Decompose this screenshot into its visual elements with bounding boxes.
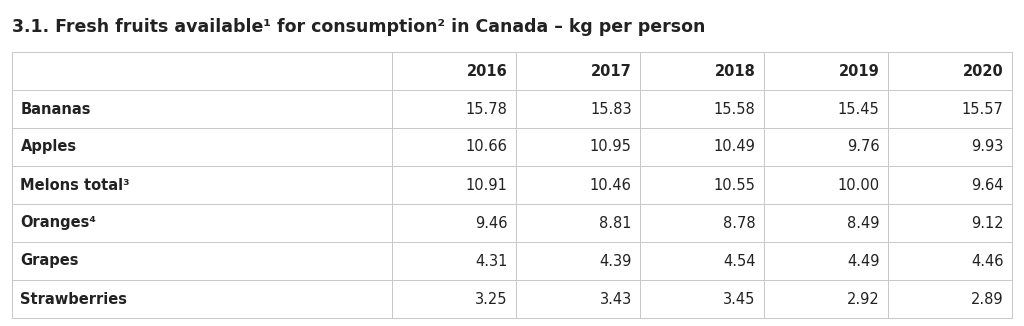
Text: 9.12: 9.12 — [971, 215, 1004, 230]
Text: 8.78: 8.78 — [723, 215, 756, 230]
Text: 15.83: 15.83 — [590, 101, 632, 116]
Text: 2017: 2017 — [591, 64, 632, 79]
Text: 15.58: 15.58 — [714, 101, 756, 116]
Text: 9.46: 9.46 — [475, 215, 508, 230]
Text: 10.46: 10.46 — [590, 177, 632, 192]
Text: 2018: 2018 — [715, 64, 756, 79]
Text: Strawberries: Strawberries — [20, 291, 127, 306]
Text: 15.57: 15.57 — [962, 101, 1004, 116]
Text: 4.54: 4.54 — [723, 254, 756, 269]
Text: 2019: 2019 — [839, 64, 880, 79]
Text: 10.95: 10.95 — [590, 140, 632, 155]
Text: Apples: Apples — [20, 140, 77, 155]
Text: 10.55: 10.55 — [714, 177, 756, 192]
Text: 8.81: 8.81 — [599, 215, 632, 230]
Text: 15.45: 15.45 — [838, 101, 880, 116]
Text: 3.43: 3.43 — [599, 291, 632, 306]
Text: 10.49: 10.49 — [714, 140, 756, 155]
Text: 10.00: 10.00 — [838, 177, 880, 192]
Text: 3.25: 3.25 — [475, 291, 508, 306]
Text: 2016: 2016 — [467, 64, 508, 79]
Text: 10.66: 10.66 — [466, 140, 508, 155]
Text: 4.46: 4.46 — [971, 254, 1004, 269]
Text: 15.78: 15.78 — [466, 101, 508, 116]
Text: Bananas: Bananas — [20, 101, 91, 116]
Text: 3.1. Fresh fruits available¹ for consumption² in Canada – kg per person: 3.1. Fresh fruits available¹ for consump… — [12, 18, 706, 36]
Text: Melons total³: Melons total³ — [20, 177, 130, 192]
Text: 4.49: 4.49 — [847, 254, 880, 269]
Text: 9.93: 9.93 — [971, 140, 1004, 155]
Text: Oranges⁴: Oranges⁴ — [20, 215, 96, 230]
Text: 3.45: 3.45 — [723, 291, 756, 306]
Text: Grapes: Grapes — [20, 254, 79, 269]
Text: 4.31: 4.31 — [475, 254, 508, 269]
Text: 8.49: 8.49 — [847, 215, 880, 230]
Text: 4.39: 4.39 — [599, 254, 632, 269]
Text: 2020: 2020 — [963, 64, 1004, 79]
Text: 9.64: 9.64 — [971, 177, 1004, 192]
Text: 9.76: 9.76 — [847, 140, 880, 155]
Text: 2.92: 2.92 — [847, 291, 880, 306]
Text: 10.91: 10.91 — [466, 177, 508, 192]
Text: 2.89: 2.89 — [971, 291, 1004, 306]
